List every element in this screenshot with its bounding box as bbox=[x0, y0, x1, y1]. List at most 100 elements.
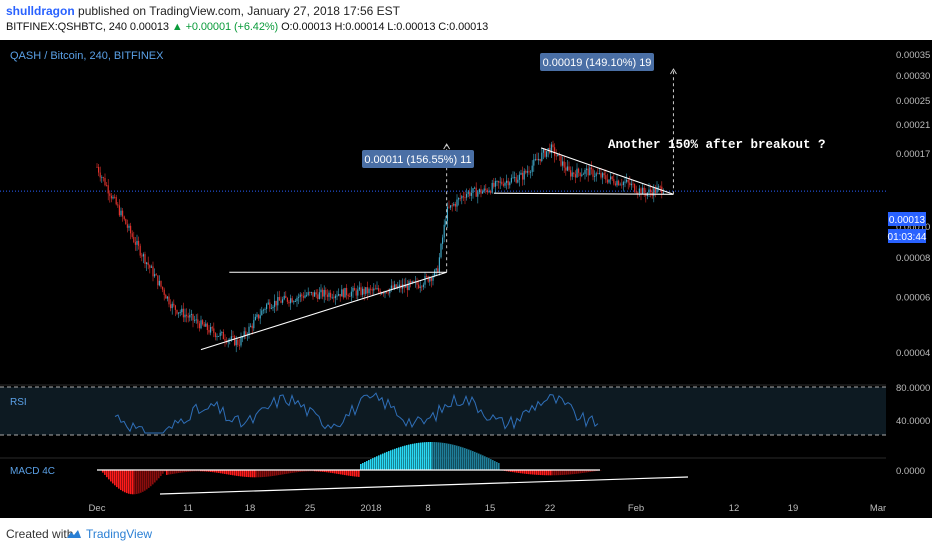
macd-bar bbox=[532, 470, 534, 475]
candle-body bbox=[374, 288, 376, 290]
macd-bar bbox=[438, 442, 440, 471]
candle-body bbox=[149, 265, 151, 268]
macd-bar bbox=[414, 443, 416, 471]
macd-bar bbox=[546, 470, 548, 476]
macd-bar bbox=[168, 470, 170, 475]
author-link[interactable]: shulldragon bbox=[6, 4, 75, 18]
macd-bar bbox=[308, 470, 310, 472]
macd-bar bbox=[496, 462, 498, 471]
measurement-annotation-2[interactable]: 0.00019 (149.10%) 19 bbox=[540, 53, 654, 71]
candle-body bbox=[592, 169, 594, 177]
macd-bar bbox=[370, 459, 372, 471]
macd-bar bbox=[156, 470, 158, 481]
macd-bar bbox=[424, 442, 426, 471]
candle-body bbox=[117, 204, 119, 206]
candle-body bbox=[437, 268, 439, 273]
publish-info: shulldragon published on TradingView.com… bbox=[6, 4, 400, 18]
candle-body bbox=[299, 294, 301, 297]
candle-body bbox=[309, 292, 311, 293]
macd-bar bbox=[448, 443, 450, 471]
candle-body bbox=[600, 173, 602, 178]
candle-body bbox=[326, 294, 328, 297]
time-label-9: 12 bbox=[729, 503, 740, 514]
candle-body bbox=[101, 177, 103, 179]
macd-bar bbox=[392, 449, 394, 471]
candle-body bbox=[458, 198, 460, 200]
macd-bar bbox=[164, 470, 166, 472]
macd-bar bbox=[122, 470, 124, 492]
macd-bar bbox=[300, 470, 302, 472]
candle-body bbox=[470, 192, 472, 196]
candle-body bbox=[390, 285, 392, 289]
candle-body bbox=[590, 167, 592, 170]
candle-body bbox=[280, 300, 282, 303]
candle-body bbox=[630, 183, 632, 186]
macd-bar bbox=[276, 470, 278, 476]
candle-body bbox=[269, 302, 271, 309]
candle-body bbox=[571, 172, 573, 177]
candle-body bbox=[162, 286, 164, 290]
candle-body bbox=[472, 188, 474, 193]
candle-body bbox=[163, 289, 165, 295]
chart-background bbox=[0, 40, 932, 518]
chart-header: shulldragon published on TradingView.com… bbox=[0, 0, 932, 40]
macd-bar bbox=[576, 470, 578, 474]
tradingview-logo-icon[interactable] bbox=[66, 528, 82, 540]
macd-trendline bbox=[159, 476, 689, 495]
price-chart-svg[interactable]: QASH / Bitcoin, 240, BITFINEX 0.000350.0… bbox=[0, 40, 932, 518]
candle-body bbox=[461, 196, 463, 199]
candle-body bbox=[392, 285, 394, 289]
tradingview-brand-link[interactable]: TradingView bbox=[86, 527, 153, 541]
candle-body bbox=[531, 165, 533, 172]
time-axis[interactable]: Dec 11 18 25 2018 8 15 22 Feb 12 19 Mar bbox=[89, 503, 887, 514]
macd-bar bbox=[494, 461, 496, 471]
candle-body bbox=[394, 284, 396, 289]
chart-area[interactable]: QASH / Bitcoin, 240, BITFINEX 0.00035 0.0… bbox=[0, 40, 932, 518]
macd-bar bbox=[584, 470, 586, 473]
candle-body bbox=[528, 171, 530, 173]
candle-body bbox=[634, 184, 636, 192]
macd-bar bbox=[128, 470, 130, 494]
change-text: ▲ +0.00001 (+6.42%) bbox=[171, 21, 279, 33]
macd-bar bbox=[230, 470, 232, 475]
price-tick-5: 0.00010 bbox=[896, 222, 930, 233]
measurement-annotation-1[interactable]: 0.00011 (156.55%) 11 bbox=[362, 150, 474, 168]
measurement-box-1 bbox=[362, 150, 474, 168]
candle-body bbox=[318, 292, 320, 299]
macd-bar bbox=[550, 470, 552, 476]
candle-body bbox=[248, 326, 250, 335]
candle-body bbox=[173, 303, 175, 306]
candle-body bbox=[307, 292, 309, 295]
macd-bar bbox=[114, 470, 116, 486]
candle-body bbox=[482, 191, 484, 194]
candle-body bbox=[96, 166, 98, 168]
candle-body bbox=[112, 196, 114, 199]
macd-bar bbox=[144, 470, 146, 491]
candle-body bbox=[315, 292, 317, 295]
candle-body bbox=[194, 320, 196, 322]
candle-body bbox=[453, 203, 455, 206]
candle-body bbox=[325, 290, 327, 295]
macd-bar bbox=[222, 470, 224, 474]
candle-body bbox=[488, 191, 490, 193]
candle-body bbox=[518, 174, 520, 180]
candle-body bbox=[139, 245, 141, 256]
candle-body bbox=[515, 177, 517, 183]
candle-body bbox=[517, 179, 519, 183]
macd-bar bbox=[312, 470, 314, 472]
candle-body bbox=[520, 172, 522, 175]
macd-bar bbox=[302, 470, 304, 472]
candle-body bbox=[637, 192, 639, 194]
candle-body bbox=[405, 284, 407, 288]
candle-body bbox=[474, 187, 476, 189]
ascending-triangle-support bbox=[200, 271, 447, 351]
macd-bar bbox=[256, 470, 258, 478]
candle-body bbox=[99, 172, 101, 178]
candle-body bbox=[424, 276, 426, 285]
candle-body bbox=[358, 287, 360, 290]
candle-body bbox=[469, 191, 471, 196]
chart-title: QASH / Bitcoin, 240, BITFINEX bbox=[10, 50, 164, 62]
macd-bar bbox=[188, 470, 190, 472]
macd-bar bbox=[264, 470, 266, 477]
macd-bar bbox=[458, 446, 460, 471]
